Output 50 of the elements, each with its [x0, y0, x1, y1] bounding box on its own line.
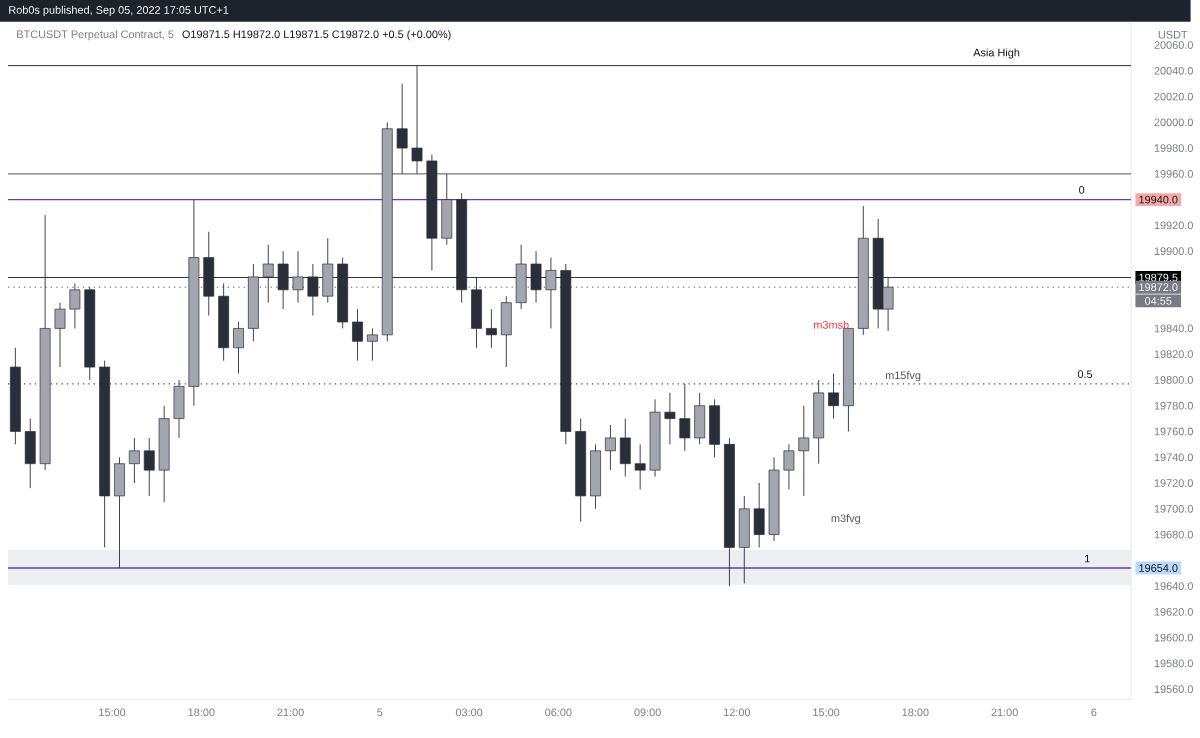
- y-tick-label: 19620.0: [1154, 607, 1193, 616]
- y-tick-label: 19720.0: [1154, 479, 1193, 487]
- y-tick-label: 19980.0: [1154, 144, 1193, 152]
- x-tick-label: 21:00: [991, 708, 1018, 717]
- y-tick-label: 19780.0: [1154, 401, 1193, 410]
- ref-line-label: 19872.0: [1139, 283, 1178, 291]
- x-tick-label: 15:00: [99, 708, 126, 717]
- x-tick-label: 12:00: [724, 708, 751, 717]
- text: BTCUSDT Perpetual Contract, 5: [17, 30, 174, 41]
- y-tick-label: 20020.0: [1154, 92, 1193, 101]
- y-tick-label: 19640.0: [1154, 582, 1193, 590]
- y-tick-label: 19580.0: [1154, 659, 1193, 668]
- x-tick-label: 6: [1091, 708, 1097, 717]
- text: O19871.5 H19872.0 L19871.5 C19872.0 +0.5 (+0.00%): [182, 30, 451, 41]
- y-tick-label: 19820.0: [1154, 350, 1193, 358]
- annotation: 0.5: [1077, 370, 1093, 378]
- x-tick-label: 03:00: [455, 708, 483, 717]
- y-tick-label: 19800.0: [1154, 376, 1193, 384]
- y-tick-label: 19680.0: [1154, 530, 1193, 539]
- annotation: m15fvg: [885, 371, 921, 382]
- y-tick-label: 19960.0: [1154, 169, 1193, 178]
- ref-line-label: 19879.5: [1139, 273, 1178, 282]
- x-tick-label: 5: [377, 708, 383, 716]
- annotation: m3fvg: [831, 514, 860, 525]
- y-tick-label: 20000.0: [1154, 118, 1193, 127]
- y-tick-label: 19900.0: [1154, 247, 1193, 255]
- annotation: m3msb: [814, 320, 849, 329]
- x-tick-label: 21:00: [277, 708, 304, 717]
- y-tick-label: 19560.0: [1154, 685, 1193, 693]
- y-tick-label: 19760.0: [1154, 427, 1193, 436]
- x-tick-label: 15:00: [813, 708, 840, 717]
- ref-line-label: 19654.0: [1139, 564, 1178, 572]
- ref-line-label: 19940.0: [1139, 195, 1178, 204]
- x-tick-label: 18:00: [902, 708, 929, 717]
- annotation: 0: [1079, 185, 1085, 194]
- y-tick-label: 20040.0: [1154, 66, 1193, 75]
- y-tick-label: 19740.0: [1154, 453, 1193, 462]
- y-tick-label: 19840.0: [1154, 324, 1193, 333]
- text: 04:55: [1145, 296, 1172, 305]
- y-tick-label: 20060.0: [1154, 41, 1193, 49]
- x-tick-label: 06:00: [545, 708, 572, 717]
- y-tick-label: 19600.0: [1154, 633, 1193, 642]
- text: Rob0s published, Sep 05, 2022 17:05 UTC+1: [9, 5, 229, 16]
- ref-line-label: Asia High: [973, 48, 1020, 59]
- y-axis-title: USDT: [1158, 30, 1188, 39]
- x-tick-label: 09:00: [634, 708, 661, 717]
- y-tick-label: 19920.0: [1154, 221, 1193, 230]
- y-tick-label: 19700.0: [1154, 504, 1193, 513]
- x-tick-label: 18:00: [188, 708, 215, 717]
- annotation: 1: [1085, 554, 1090, 563]
